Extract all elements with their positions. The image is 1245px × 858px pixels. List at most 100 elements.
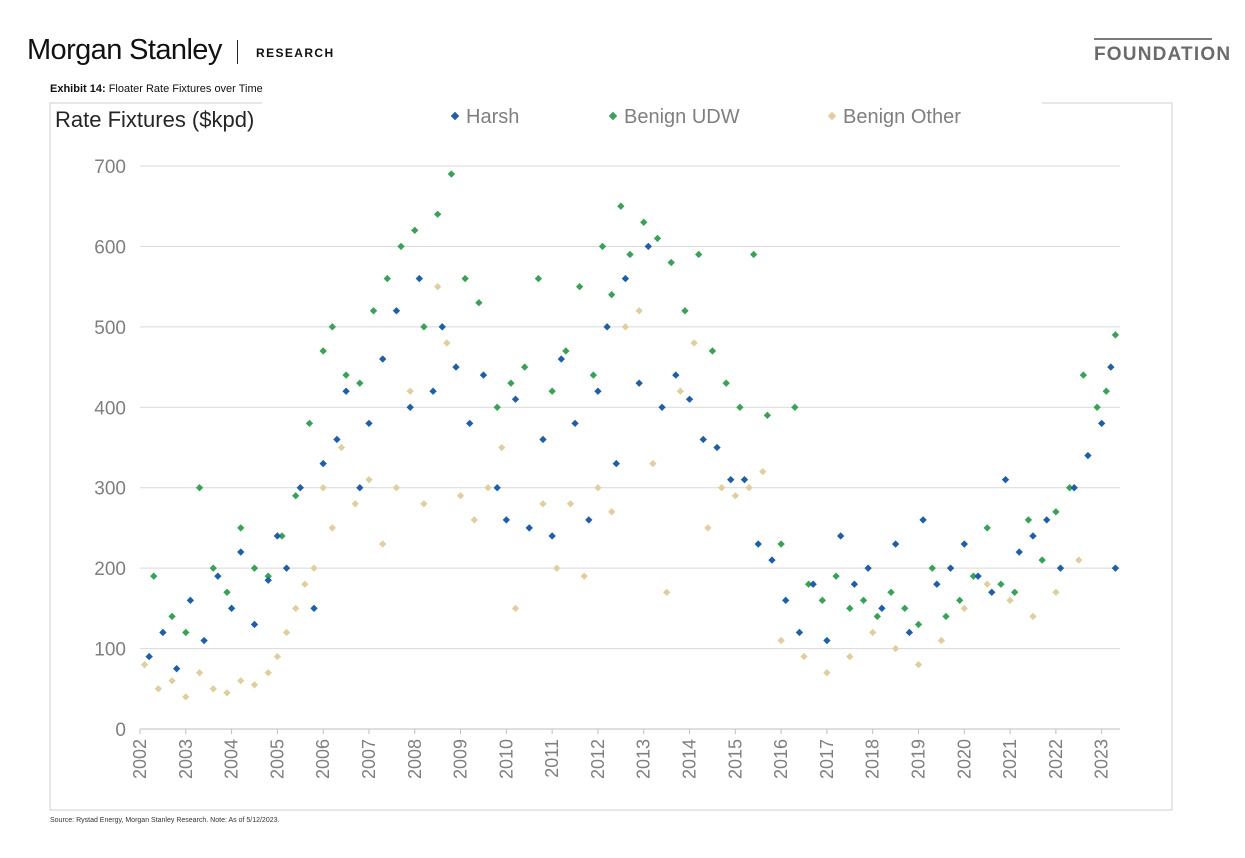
- x-tick-label: 2018: [863, 739, 883, 779]
- data-point: [695, 250, 703, 259]
- data-point: [1084, 451, 1092, 460]
- data-point: [644, 242, 652, 251]
- x-tick-label: 2014: [680, 739, 700, 779]
- data-point: [1010, 588, 1019, 596]
- data-point: [305, 419, 314, 428]
- data-point: [511, 604, 520, 613]
- data-point: [653, 234, 662, 243]
- data-point: [782, 596, 790, 604]
- data-point: [832, 572, 840, 580]
- y-axis-title: Rate Fixtures ($kpd): [55, 107, 254, 132]
- data-point: [621, 274, 630, 283]
- data-point: [612, 459, 620, 468]
- data-point: [635, 307, 643, 315]
- legend-marker: [827, 111, 837, 121]
- data-point: [823, 636, 831, 645]
- data-point: [823, 669, 831, 677]
- brand-divider: [237, 40, 238, 64]
- foundation-label: FOUNDATION: [1094, 38, 1230, 66]
- y-tick-label: 200: [94, 559, 126, 580]
- series-benign-other: [140, 282, 1083, 701]
- data-point: [292, 604, 300, 613]
- x-tick-label: 2021: [1000, 739, 1020, 779]
- data-point: [891, 540, 900, 548]
- x-tick-label: 2004: [222, 739, 242, 779]
- data-point: [237, 548, 245, 556]
- data-point: [672, 371, 680, 379]
- data-point: [466, 419, 474, 428]
- data-point: [227, 604, 236, 613]
- data-point: [296, 484, 304, 492]
- data-point: [649, 459, 657, 468]
- data-point: [717, 484, 726, 492]
- data-point: [795, 628, 804, 637]
- data-point: [635, 379, 643, 387]
- data-point: [365, 475, 373, 484]
- data-point: [406, 403, 414, 411]
- data-point: [539, 435, 547, 444]
- data-point: [960, 604, 968, 613]
- data-point: [447, 170, 456, 178]
- data-point: [1052, 508, 1060, 516]
- legend-label: Benign Other: [843, 106, 961, 128]
- data-point: [791, 403, 799, 411]
- data-point: [379, 540, 387, 548]
- data-point: [969, 572, 978, 580]
- data-point: [237, 524, 245, 532]
- data-point: [310, 604, 318, 613]
- data-point: [745, 484, 753, 492]
- data-point: [319, 347, 327, 355]
- data-point: [273, 532, 282, 540]
- data-point: [154, 685, 162, 693]
- data-point: [319, 459, 327, 468]
- data-point: [145, 652, 153, 661]
- data-point: [369, 307, 378, 315]
- data-point: [328, 524, 337, 532]
- data-point: [608, 291, 616, 299]
- data-point: [365, 419, 373, 428]
- x-tick-label: 2008: [405, 739, 425, 779]
- data-point: [878, 604, 886, 613]
- data-point: [292, 492, 300, 500]
- source-note: Source: Rystad Energy, Morgan Stanley Re…: [50, 817, 280, 824]
- data-point: [397, 242, 405, 251]
- data-point: [658, 403, 666, 411]
- data-point: [172, 665, 181, 673]
- data-point: [479, 371, 488, 379]
- data-point: [223, 588, 231, 596]
- data-point: [282, 564, 291, 572]
- legend-marker: [450, 111, 460, 121]
- data-point: [1079, 371, 1088, 379]
- y-tick-label: 700: [94, 157, 126, 178]
- data-point: [310, 564, 318, 572]
- x-tick-label: 2022: [1046, 739, 1066, 779]
- data-point: [250, 620, 259, 629]
- data-point: [273, 652, 282, 661]
- data-point: [159, 628, 167, 637]
- data-point: [1075, 556, 1083, 564]
- data-point: [356, 379, 364, 387]
- data-point: [511, 395, 520, 403]
- data-point: [736, 403, 744, 411]
- data-point: [928, 564, 936, 572]
- data-point: [988, 588, 996, 596]
- exhibit-label: Exhibit 14:: [50, 83, 106, 95]
- legend-marker: [608, 111, 618, 121]
- data-point: [433, 210, 442, 218]
- data-point: [983, 580, 991, 588]
- x-tick-label: 2012: [588, 739, 608, 779]
- y-tick-label: 300: [94, 479, 126, 500]
- data-point: [594, 387, 602, 395]
- data-point: [237, 677, 245, 685]
- x-tick-label: 2013: [634, 739, 654, 779]
- data-point: [617, 202, 625, 210]
- data-point: [763, 411, 772, 420]
- data-point: [722, 379, 730, 387]
- data-point: [997, 580, 1005, 588]
- data-point: [608, 508, 616, 516]
- x-tick-label: 2010: [496, 739, 516, 779]
- data-point: [250, 681, 259, 689]
- data-point: [846, 604, 854, 613]
- data-point: [960, 540, 968, 548]
